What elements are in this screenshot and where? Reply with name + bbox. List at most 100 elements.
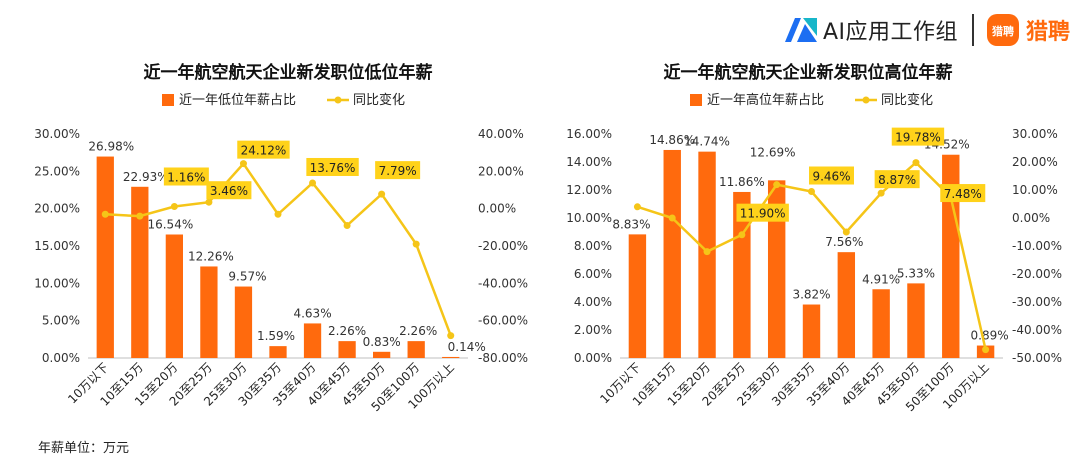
bar-value-label: 4.63% [293,306,331,320]
y-right-tick-label: -10.00% [1012,239,1062,253]
yoy-point [773,181,781,189]
yoy-point [205,198,213,206]
y-left-tick-label: 15.00% [34,239,80,253]
yoy-label: 19.78% [895,131,941,145]
bar [200,266,218,358]
y-right-tick-label: 20.00% [1012,155,1058,169]
y-left-tick-label: 10.00% [34,276,80,290]
yoy-label: 1.16% [167,171,205,185]
yoy-label-box [206,181,252,200]
y-left-tick-label: 0.00% [42,351,80,365]
legend-bar-swatch [162,94,174,106]
y-left-tick-label: 20.00% [34,202,80,216]
bar-value-label: 14.86% [649,133,695,147]
y-right-tick-label: -60.00% [478,314,528,328]
yoy-label: 7.79% [379,164,417,178]
y-right-tick-label: 10.00% [1012,183,1058,197]
bar-value-label: 1.59% [257,329,295,343]
bar [303,323,322,358]
bar-value-label: 3.82% [792,288,830,302]
bar-value-label: 8.83% [612,217,650,231]
yoy-label: 11.90% [740,207,786,221]
y-right-tick-label: 0.00% [478,202,516,216]
legend: 近一年高位年薪占比 同比变化 [690,92,933,108]
y-left-tick-label: 12.00% [566,183,612,197]
bar-value-label: 4.91% [862,272,900,286]
legend-bar-swatch [690,94,702,106]
yoy-point [239,160,247,168]
legend-line-label: 同比变化 [881,92,933,108]
bar [234,286,253,358]
yoy-label-box [874,170,920,189]
yoy-point [703,248,711,256]
y-right-tick-label: 20.00% [478,164,524,178]
bar [131,186,149,358]
ai-group-label: AI应用工作组 [822,20,958,45]
bar [442,356,460,358]
bar-value-label: 26.98% [88,140,134,154]
chart-title: 近一年航空航天企业新发职位高位年薪 [664,62,953,83]
y-left-tick-label: 2.00% [574,323,612,337]
legend: 近一年低位年薪占比 同比变化 [162,92,405,108]
yoy-point [982,346,990,354]
yoy-label: 13.76% [310,161,356,175]
y-right-tick-label: -80.00% [478,351,528,365]
y-left-tick-label: 25.00% [34,164,80,178]
bar-value-label: 22.93% [123,170,169,184]
y-left-tick-label: 6.00% [574,267,612,281]
y-right-tick-label: 40.00% [478,127,524,141]
bar-value-label: 0.89% [971,329,1009,343]
brand-divider [971,14,974,46]
yoy-label: 3.46% [210,184,248,198]
bar-value-label: 12.69% [750,145,796,159]
bar [338,341,356,358]
yoy-point [842,228,850,236]
bar [942,154,960,358]
yoy-point [738,231,746,239]
yoy-label-box [237,140,290,159]
legend-bar-label: 近一年高位年薪占比 [707,92,824,108]
liepin-logo-text: 猎聘 [992,24,1014,38]
bar-value-label: 16.54% [147,218,193,232]
y-left-tick-label: 0.00% [574,351,612,365]
yoy-point [877,189,885,197]
yoy-point [912,159,920,167]
yoy-label-box [306,157,359,176]
yoy-label-box [940,184,986,203]
bar [767,180,786,358]
yoy-label: 7.48% [944,187,982,201]
y-left-tick-label: 5.00% [42,314,80,328]
bar-value-label: 2.26% [399,324,437,338]
yoy-point [378,190,386,198]
y-right-tick-label: 0.00% [1012,211,1050,225]
bar-value-label: 2.26% [328,324,366,338]
legend-bar-label: 近一年低位年薪占比 [179,93,296,108]
bar [802,304,821,358]
bar-value-label: 5.33% [897,266,935,280]
y-right-tick-label: -40.00% [1012,323,1062,337]
yoy-point [668,214,676,222]
bar-value-label: 14.74% [684,135,730,149]
bar-value-label: 11.86% [719,175,765,189]
y-left-tick-label: 14.00% [566,155,612,169]
bar [733,191,751,358]
yoy-point [101,210,109,218]
bar [96,156,114,358]
bar-value-label: 12.26% [188,249,234,263]
yoy-label-box [891,127,945,146]
yoy-point [808,188,815,196]
yoy-label-box [736,203,789,222]
yoy-point [170,203,178,211]
yoy-label: 8.87% [878,173,916,187]
bar [663,149,681,358]
y-left-tick-label: 16.00% [566,127,612,141]
yoy-label-box [375,161,421,180]
ai-group-logo-icon [784,18,817,42]
yoy-label: 9.46% [812,170,850,184]
yoy-point [633,203,641,211]
bar-value-label: 0.83% [363,335,401,349]
bar [373,351,391,358]
y-left-tick-label: 4.00% [574,295,612,309]
